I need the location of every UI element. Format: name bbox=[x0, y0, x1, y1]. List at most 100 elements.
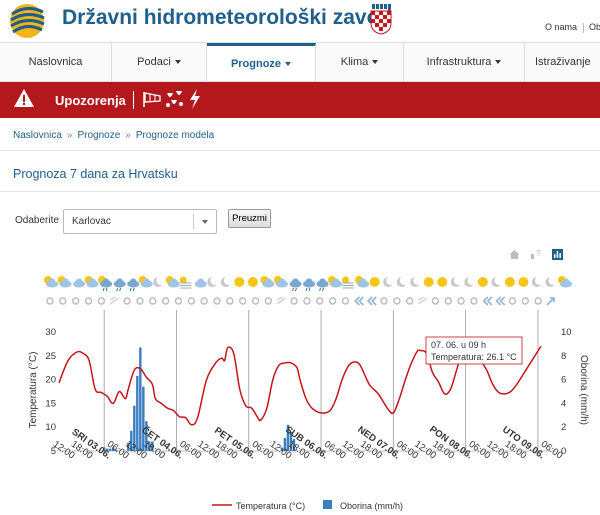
y2-tick-label: 0 bbox=[561, 446, 566, 457]
wind-calm-icon bbox=[251, 297, 260, 305]
moon-icon bbox=[153, 276, 166, 287]
top-link-divider bbox=[583, 22, 585, 33]
moon-icon bbox=[396, 276, 409, 287]
sun-cloud-icon bbox=[273, 276, 288, 288]
nav-item-podaci[interactable]: Podaci bbox=[112, 43, 207, 81]
wind-calm-icon bbox=[470, 297, 478, 305]
fog-icon bbox=[342, 276, 354, 289]
top-link-obj[interactable]: Obj bbox=[589, 22, 600, 32]
chevron-down-icon bbox=[202, 220, 208, 224]
location-select[interactable]: Karlovac bbox=[63, 209, 217, 234]
wind-icon-row bbox=[46, 296, 555, 306]
y-axis-right: 0 2 4 6 8 10 bbox=[561, 327, 572, 457]
nav-item-klima[interactable]: Klima bbox=[316, 43, 404, 81]
warnings-label[interactable]: Upozorenja bbox=[55, 93, 126, 108]
sun-cloud-icon bbox=[84, 276, 99, 288]
wind-calm-icon bbox=[200, 297, 208, 305]
tooltip-date: 07. 06. u 09 h bbox=[431, 340, 486, 350]
warnings-bar[interactable]: Upozorenja bbox=[0, 82, 600, 118]
y-axis-left: 5 10 15 20 25 30 bbox=[45, 327, 56, 457]
warning-triangle-icon bbox=[14, 89, 34, 107]
chart-type-icon[interactable] bbox=[552, 249, 563, 260]
help-icon[interactable]: ? bbox=[530, 249, 541, 260]
nav-item-infrastruktura[interactable]: Infrastruktura bbox=[404, 43, 525, 81]
precip-bar bbox=[145, 421, 148, 451]
y2-tick-label: 6 bbox=[561, 375, 566, 386]
wind-calm-icon bbox=[341, 297, 350, 305]
wind-calm-icon bbox=[213, 297, 221, 305]
precipitation-bars bbox=[102, 347, 296, 451]
divider bbox=[0, 191, 600, 192]
sun-cloud-icon bbox=[165, 276, 180, 288]
caret-down-icon bbox=[285, 61, 292, 66]
breadcrumb-separator: » bbox=[66, 130, 73, 141]
download-button[interactable]: Preuzmi bbox=[228, 209, 271, 228]
breadcrumb-item[interactable]: Naslovnica bbox=[13, 130, 62, 141]
precip-bar bbox=[289, 431, 293, 451]
precip-bar bbox=[112, 447, 115, 451]
precip-bar bbox=[142, 386, 145, 451]
wind-calm-icon bbox=[238, 297, 247, 305]
precip-bar bbox=[133, 405, 136, 451]
wind-wind-ne-icon bbox=[546, 297, 555, 306]
wind-calm-icon bbox=[393, 297, 401, 305]
lightning-icon[interactable] bbox=[188, 89, 202, 109]
chart-legend: Temperatura (°C) Oborina (mm/h) bbox=[212, 500, 403, 511]
moon-icon bbox=[545, 276, 558, 287]
y2-tick-label: 4 bbox=[561, 398, 566, 409]
wind-wind-left-icon bbox=[495, 296, 506, 306]
wind-calm-icon bbox=[264, 297, 273, 305]
dhmz-logo[interactable] bbox=[8, 2, 46, 40]
day-gridlines bbox=[59, 310, 556, 452]
moon-icon bbox=[491, 276, 504, 287]
cloud-rain-icon bbox=[303, 278, 315, 292]
sun-cloud-rain-icon bbox=[98, 276, 113, 292]
nav-item-istrazivanje[interactable]: Istraživanje bbox=[525, 43, 600, 81]
precip-bar bbox=[115, 449, 118, 451]
tooltip-value: Temperatura: 26.1 °C bbox=[431, 352, 517, 362]
chart-tooltip: 07. 06. u 09 h Temperatura: 26.1 °C bbox=[425, 336, 523, 365]
y-tick-label: 20 bbox=[45, 375, 56, 386]
wind-calm-icon bbox=[457, 297, 465, 305]
windsock-icon[interactable] bbox=[142, 90, 162, 108]
wind-calm-icon bbox=[431, 297, 440, 305]
warnings-divider bbox=[133, 91, 134, 109]
wind-calm-icon bbox=[316, 297, 324, 305]
y-axis-title-left: Temperatura (°C) bbox=[28, 352, 39, 429]
sun-icon bbox=[369, 277, 380, 287]
home-icon[interactable] bbox=[509, 249, 520, 260]
nav-item-prognoze[interactable]: Prognoze bbox=[207, 43, 316, 81]
cloud-rain-icon bbox=[289, 278, 302, 292]
breadcrumb-item[interactable]: Prognoze modela bbox=[135, 130, 215, 141]
sun-cloud-icon bbox=[57, 276, 72, 288]
caret-down-icon bbox=[495, 60, 502, 64]
nav-item-naslovnica[interactable]: Naslovnica bbox=[0, 43, 112, 81]
breadcrumb-separator: » bbox=[125, 130, 131, 141]
site-title[interactable]: Državni hidrometeorološki zavod bbox=[62, 6, 393, 29]
wind-calm-icon bbox=[303, 297, 311, 305]
top-link-o-nama[interactable]: O nama bbox=[545, 22, 578, 32]
hail-icon[interactable] bbox=[164, 90, 186, 110]
y-tick-label: 25 bbox=[45, 351, 56, 362]
precip-bar bbox=[286, 424, 290, 451]
sun-icon bbox=[518, 277, 529, 287]
cloud-rain-icon bbox=[127, 278, 140, 292]
weather-icon-row bbox=[44, 276, 572, 292]
sun-cloud-icon bbox=[138, 276, 153, 288]
wind-calm-icon bbox=[123, 297, 131, 305]
wind-calm-icon bbox=[59, 297, 67, 305]
cloud-icon bbox=[194, 278, 207, 288]
precip-bar bbox=[283, 437, 287, 451]
cloud-icon bbox=[73, 278, 86, 288]
wind-calm-icon bbox=[149, 297, 157, 305]
breadcrumb-item[interactable]: Prognoze bbox=[77, 130, 121, 141]
wind-calm-icon bbox=[290, 297, 298, 305]
sun-icon bbox=[423, 277, 434, 287]
wind-wind-light-icon bbox=[418, 296, 427, 305]
y-tick-label: 30 bbox=[45, 327, 56, 338]
legend-precip-marker bbox=[323, 500, 332, 509]
wind-calm-icon bbox=[71, 297, 80, 305]
sun-cloud-icon bbox=[44, 276, 58, 288]
